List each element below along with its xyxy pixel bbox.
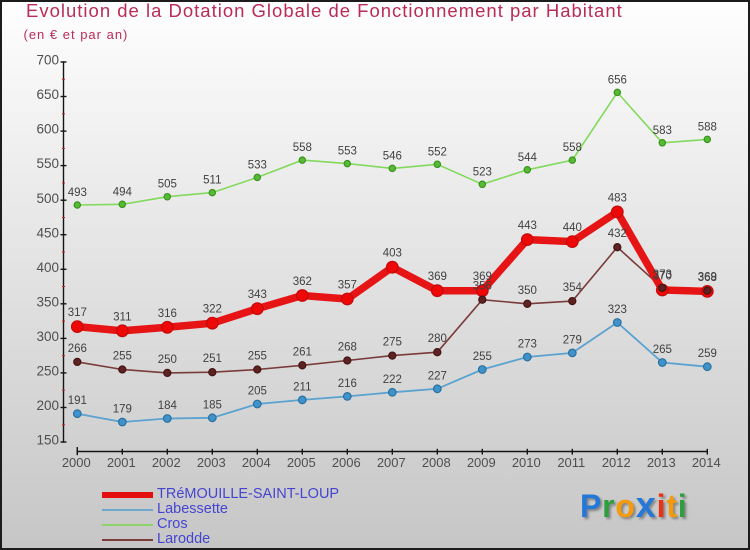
svg-text:450: 450	[36, 225, 59, 240]
svg-text:552: 552	[428, 146, 447, 158]
svg-text:2008: 2008	[422, 455, 451, 470]
svg-text:558: 558	[563, 142, 582, 154]
svg-text:505: 505	[158, 179, 177, 191]
svg-text:356: 356	[473, 281, 492, 293]
svg-text:369: 369	[473, 271, 492, 283]
svg-text:558: 558	[293, 142, 312, 154]
svg-text:2011: 2011	[557, 455, 585, 470]
svg-text:191: 191	[68, 395, 87, 407]
svg-text:205: 205	[248, 386, 267, 398]
svg-text:2004: 2004	[242, 455, 271, 470]
svg-text:200: 200	[36, 398, 59, 413]
svg-text:400: 400	[36, 260, 59, 275]
svg-text:255: 255	[248, 351, 267, 363]
svg-text:317: 317	[68, 307, 87, 319]
svg-text:2010: 2010	[512, 455, 541, 470]
svg-text:369: 369	[698, 272, 717, 284]
svg-text:250: 250	[158, 354, 177, 366]
svg-text:493: 493	[68, 187, 87, 199]
svg-text:280: 280	[428, 333, 447, 345]
svg-text:2002: 2002	[152, 455, 181, 470]
svg-text:583: 583	[653, 125, 672, 137]
svg-text:2003: 2003	[197, 455, 226, 470]
svg-text:588: 588	[698, 121, 717, 133]
svg-text:500: 500	[36, 191, 59, 206]
svg-text:259: 259	[698, 348, 717, 360]
svg-text:251: 251	[203, 353, 222, 365]
svg-text:650: 650	[36, 87, 59, 102]
svg-text:261: 261	[293, 346, 312, 358]
svg-text:273: 273	[518, 339, 537, 351]
svg-text:2006: 2006	[332, 455, 361, 470]
svg-text:546: 546	[383, 150, 402, 162]
svg-text:2012: 2012	[602, 455, 631, 470]
svg-text:279: 279	[563, 334, 582, 346]
svg-text:211: 211	[293, 381, 311, 393]
svg-text:227: 227	[428, 370, 447, 382]
svg-text:255: 255	[113, 351, 132, 363]
svg-text:322: 322	[203, 304, 222, 316]
svg-text:2000: 2000	[62, 455, 91, 470]
svg-text:343: 343	[248, 289, 267, 301]
svg-text:2007: 2007	[377, 455, 406, 470]
svg-text:354: 354	[563, 282, 583, 294]
svg-text:2013: 2013	[647, 455, 676, 470]
svg-text:483: 483	[608, 192, 627, 204]
svg-text:316: 316	[158, 308, 177, 320]
svg-text:357: 357	[338, 280, 357, 292]
svg-text:323: 323	[608, 304, 627, 316]
svg-text:656: 656	[608, 74, 627, 86]
svg-text:184: 184	[158, 400, 178, 412]
svg-text:250: 250	[36, 364, 59, 379]
svg-text:443: 443	[518, 220, 537, 232]
svg-text:350: 350	[36, 294, 59, 309]
svg-text:370: 370	[653, 271, 672, 283]
svg-text:544: 544	[518, 152, 538, 164]
svg-text:440: 440	[563, 222, 582, 234]
svg-text:300: 300	[36, 329, 59, 344]
svg-text:275: 275	[383, 337, 402, 349]
svg-text:700: 700	[36, 53, 59, 68]
svg-text:150: 150	[36, 433, 59, 448]
svg-text:2005: 2005	[287, 455, 316, 470]
svg-text:350: 350	[518, 285, 537, 297]
svg-text:2001: 2001	[107, 455, 136, 470]
svg-text:550: 550	[36, 156, 59, 171]
svg-text:523: 523	[473, 166, 492, 178]
svg-text:216: 216	[338, 378, 357, 390]
svg-text:179: 179	[113, 404, 132, 416]
svg-text:362: 362	[293, 276, 312, 288]
svg-text:373: 373	[653, 269, 672, 281]
svg-text:311: 311	[113, 311, 131, 323]
svg-text:255: 255	[473, 351, 492, 363]
svg-text:511: 511	[203, 175, 221, 187]
svg-text:222: 222	[383, 374, 402, 386]
svg-text:2014: 2014	[692, 455, 721, 470]
svg-text:533: 533	[248, 159, 267, 171]
svg-text:2009: 2009	[467, 455, 496, 470]
svg-text:268: 268	[338, 342, 357, 354]
svg-text:185: 185	[203, 399, 222, 411]
svg-text:266: 266	[68, 343, 87, 355]
svg-text:403: 403	[383, 248, 402, 260]
svg-text:368: 368	[698, 272, 717, 284]
svg-text:369: 369	[428, 271, 447, 283]
svg-text:432: 432	[608, 228, 627, 240]
svg-text:600: 600	[36, 122, 59, 137]
svg-text:494: 494	[113, 186, 133, 198]
svg-text:553: 553	[338, 146, 357, 158]
svg-text:265: 265	[653, 344, 672, 356]
